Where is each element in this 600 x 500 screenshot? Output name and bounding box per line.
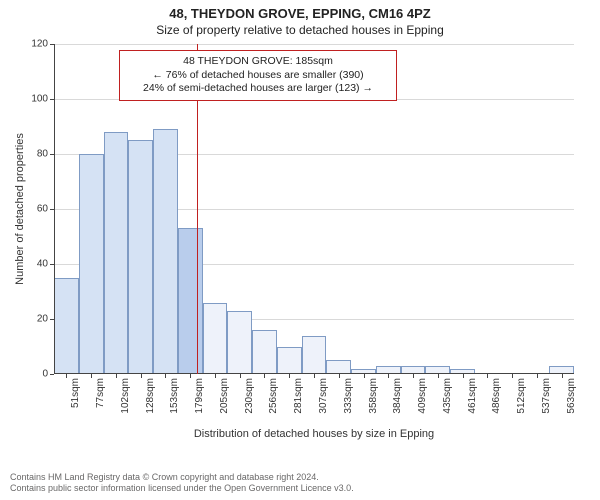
x-tick-label: 179sqm [190,374,205,414]
x-tick-label: 281sqm [289,374,304,414]
x-tick-label: 205sqm [215,374,230,414]
histogram-bar [227,311,252,374]
histogram-bar [203,303,228,375]
x-tick-label: 153sqm [165,374,180,414]
histogram-bar [277,347,302,375]
x-axis-label: Distribution of detached houses by size … [54,428,574,440]
x-tick-label: 230sqm [240,374,255,414]
info-box-line3: 24% of semi-detached houses are larger (… [128,82,388,96]
chart-container: { "title_line1": "48, THEYDON GROVE, EPP… [0,0,600,500]
histogram-bar [79,154,104,374]
histogram-bar [104,132,129,374]
gridline [54,44,574,45]
x-tick-label: 333sqm [339,374,354,414]
info-box-line1: 48 THEYDON GROVE: 185sqm [128,55,388,69]
histogram-bar [153,129,178,374]
y-tick-label: 40 [37,259,54,270]
histogram-bar [54,278,79,374]
x-tick-label: 307sqm [314,374,329,414]
y-tick-label: 100 [31,94,54,105]
x-tick-label: 512sqm [512,374,527,414]
attribution-line1: Contains HM Land Registry data © Crown c… [10,472,590,483]
x-tick-label: 409sqm [413,374,428,414]
info-box-line2: ← 76% of detached houses are smaller (39… [128,69,388,83]
x-tick-label: 563sqm [562,374,577,414]
x-tick-label: 256sqm [264,374,279,414]
y-tick-label: 20 [37,314,54,325]
histogram-bar [128,140,153,374]
y-tick-label: 60 [37,204,54,215]
x-tick-label: 435sqm [438,374,453,414]
y-axis-label: Number of detached properties [14,44,30,374]
attribution: Contains HM Land Registry data © Crown c… [10,472,590,495]
x-tick-label: 77sqm [91,374,106,408]
histogram-bar [178,228,203,374]
y-tick-label: 120 [31,39,54,50]
chart-title-line1: 48, THEYDON GROVE, EPPING, CM16 4PZ [0,0,600,21]
x-tick-label: 102sqm [116,374,131,414]
histogram-bar [252,330,277,374]
y-axis-line [54,44,55,374]
x-tick-label: 537sqm [537,374,552,414]
histogram-bar [326,360,351,374]
x-tick-label: 128sqm [141,374,156,414]
x-tick-label: 461sqm [463,374,478,414]
histogram-bar [302,336,327,375]
x-tick-label: 384sqm [388,374,403,414]
x-tick-label: 51sqm [66,374,81,408]
y-tick-label: 0 [42,369,54,380]
x-tick-label: 358sqm [364,374,379,414]
plot-area: 02040608010012051sqm77sqm102sqm128sqm153… [54,44,574,374]
x-tick-label: 486sqm [487,374,502,414]
chart-title-line2: Size of property relative to detached ho… [0,21,600,37]
info-box: 48 THEYDON GROVE: 185sqm← 76% of detache… [119,50,397,101]
x-axis-line [54,373,574,374]
y-tick-label: 80 [37,149,54,160]
attribution-line2: Contains public sector information licen… [10,483,590,494]
